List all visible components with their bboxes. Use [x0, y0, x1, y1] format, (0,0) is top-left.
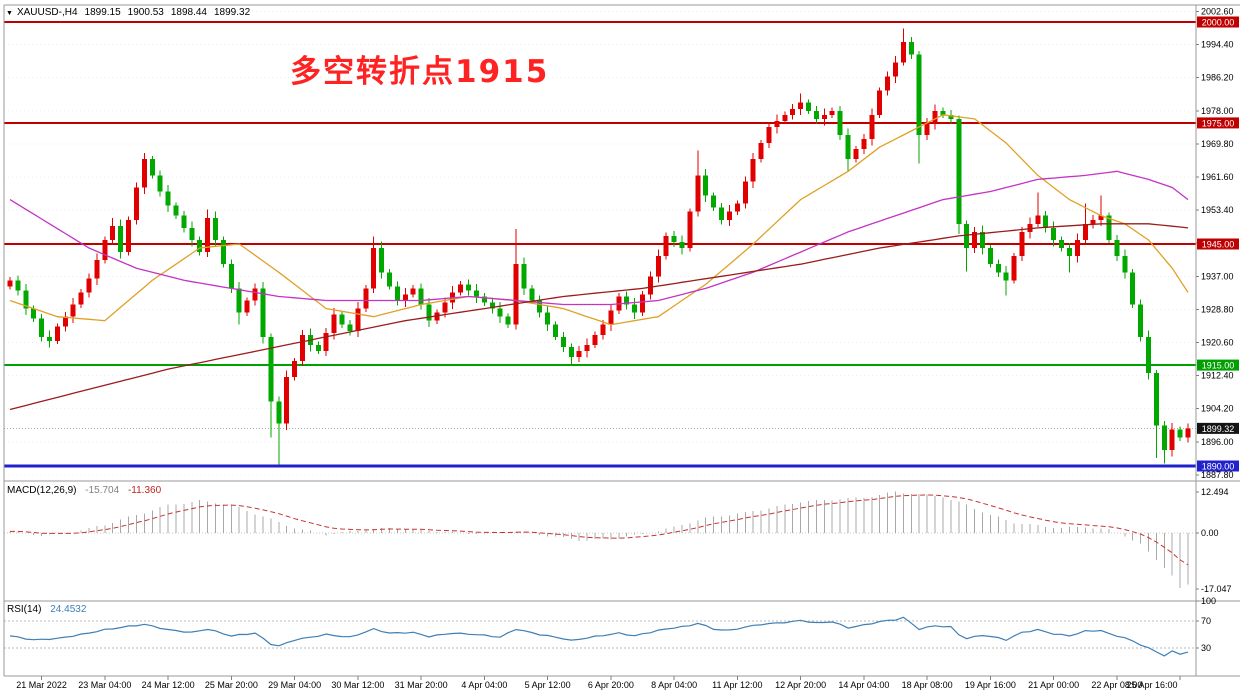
rsi-name: RSI(14): [7, 604, 42, 615]
svg-text:1994.40: 1994.40: [1201, 40, 1234, 50]
svg-text:1928.80: 1928.80: [1201, 304, 1234, 314]
svg-text:1915.00: 1915.00: [1202, 361, 1235, 371]
symbol-title: XAUUSD-,H4: [16, 7, 78, 18]
symbol-marker-icon: ▼: [6, 10, 13, 17]
svg-text:1899.32: 1899.32: [1202, 424, 1235, 434]
macd-name: MACD(12,26,9): [7, 485, 77, 496]
svg-text:6 Apr 20:00: 6 Apr 20:00: [588, 680, 634, 690]
panel-frame: [3, 4, 1240, 677]
svg-text:1887.80: 1887.80: [1201, 470, 1234, 480]
candles-layer: [7, 28, 1191, 465]
svg-text:23 Mar 04:00: 23 Mar 04:00: [78, 680, 131, 690]
svg-text:1953.40: 1953.40: [1201, 205, 1234, 215]
svg-text:1896.00: 1896.00: [1201, 437, 1234, 447]
chart-annotation-text[interactable]: 多空转折点1915: [290, 54, 550, 90]
svg-text:30: 30: [1201, 643, 1211, 653]
svg-text:1945.00: 1945.00: [1202, 239, 1235, 249]
time-axis[interactable]: 21 Mar 2022 23 Mar 04:00 24 Mar 12:00 25 Ma…: [16, 676, 1181, 690]
svg-text:1890.00: 1890.00: [1202, 462, 1235, 472]
svg-text:25 Mar 20:00: 25 Mar 20:00: [205, 680, 258, 690]
svg-text:1961.60: 1961.60: [1201, 172, 1234, 182]
svg-text:22 Apr 08:00: 22 Apr 08:00: [1091, 680, 1142, 690]
svg-text:18 Apr 08:00: 18 Apr 08:00: [902, 680, 953, 690]
svg-text:1986.20: 1986.20: [1201, 73, 1234, 83]
svg-text:25 Apr 16:00: 25 Apr 16:00: [1126, 680, 1177, 690]
svg-text:8 Apr 04:00: 8 Apr 04:00: [651, 680, 697, 690]
svg-text:1920.60: 1920.60: [1201, 337, 1234, 347]
ohlc-close: 1899.32: [213, 7, 251, 18]
svg-text:12.494: 12.494: [1201, 487, 1229, 497]
macd-panel: [4, 491, 1196, 588]
overlay-ma-fast: [9, 114, 1189, 326]
svg-text:1975.00: 1975.00: [1202, 118, 1235, 128]
ohlc-open: 1899.15: [84, 7, 121, 18]
svg-text:1912.40: 1912.40: [1201, 371, 1234, 381]
svg-text:21 Mar 2022: 21 Mar 2022: [16, 680, 67, 690]
rsi-panel: [4, 616, 1196, 657]
svg-text:2000.00: 2000.00: [1202, 17, 1235, 27]
overlay-ma-slow: [9, 223, 1189, 411]
price-axis-badges: 2000.00 1975.00 1945.00 1915.00 1890.00 1899.…: [1197, 16, 1239, 472]
rsi-value: 24.4532: [50, 604, 87, 615]
svg-text:31 Mar 20:00: 31 Mar 20:00: [395, 680, 448, 690]
svg-text:100: 100: [1201, 596, 1216, 606]
svg-text:29 Mar 04:00: 29 Mar 04:00: [268, 680, 321, 690]
svg-text:1904.20: 1904.20: [1201, 404, 1234, 414]
svg-text:12 Apr 20:00: 12 Apr 20:00: [775, 680, 826, 690]
svg-text:1978.00: 1978.00: [1201, 106, 1234, 116]
macd-main-value: -15.704: [85, 485, 120, 496]
price-axis[interactable]: 2002.60 1994.40 1986.20 1978.00 1969.80 1961.…: [1196, 7, 1234, 653]
svg-text:4 Apr 04:00: 4 Apr 04:00: [461, 680, 507, 690]
svg-text:1969.80: 1969.80: [1201, 139, 1234, 149]
svg-text:1937.00: 1937.00: [1201, 271, 1234, 281]
svg-text:5 Apr 12:00: 5 Apr 12:00: [525, 680, 571, 690]
svg-text:24 Mar 12:00: 24 Mar 12:00: [142, 680, 195, 690]
svg-text:0.00: 0.00: [1201, 528, 1219, 538]
svg-text:11 Apr 12:00: 11 Apr 12:00: [712, 680, 762, 690]
rsi-label: RSI(14) 24.4532: [7, 604, 92, 615]
svg-text:70: 70: [1201, 616, 1211, 626]
svg-text:19 Apr 16:00: 19 Apr 16:00: [965, 680, 1016, 690]
macd-signal-value: -11.360: [127, 485, 162, 496]
macd-label: MACD(12,26,9) -15.704 -11.360: [7, 485, 167, 496]
overlay-ma-medium: [9, 170, 1189, 306]
ohlc-high: 1900.53: [127, 7, 164, 18]
price-level-lines[interactable]: [4, 20, 1196, 468]
symbol-info: ▼ XAUUSD-,H4 1899.15 1900.53 1898.44 189…: [6, 7, 257, 18]
ohlc-low: 1898.44: [170, 7, 207, 18]
svg-text:21 Apr 00:00: 21 Apr 00:00: [1028, 680, 1079, 690]
svg-text:14 Apr 04:00: 14 Apr 04:00: [838, 680, 889, 690]
svg-text:2002.60: 2002.60: [1201, 7, 1234, 17]
svg-text:-17.047: -17.047: [1201, 584, 1232, 594]
svg-text:30 Mar 12:00: 30 Mar 12:00: [331, 680, 384, 690]
